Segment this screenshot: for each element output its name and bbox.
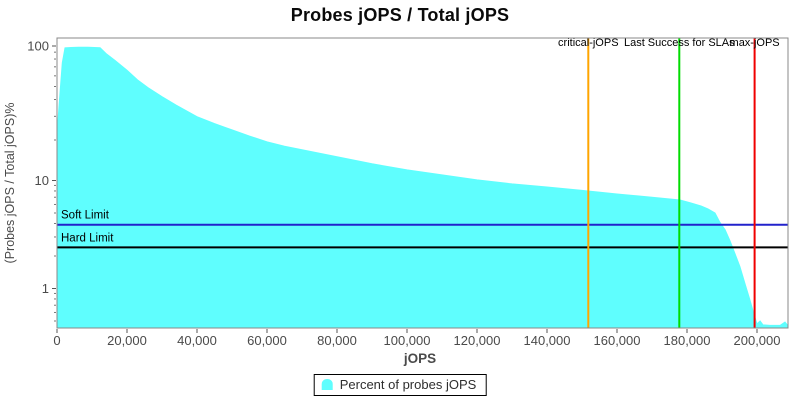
- legend-area-swatch-icon: [321, 379, 333, 390]
- x-axis-title: jOPS: [403, 351, 436, 366]
- x-tick-label: 0: [53, 333, 60, 348]
- chart-title: Probes jOPS / Total jOPS: [290, 5, 510, 25]
- y-tick-label: 100: [27, 39, 49, 54]
- hard-limit-label: Hard Limit: [61, 232, 114, 244]
- y-tick-label: 10: [35, 173, 49, 188]
- y-axis-title: (Probes jOPS / Total jOPS)%: [3, 103, 17, 264]
- max-jops-label: max-jOPS: [730, 37, 780, 49]
- y-tick-label: 1: [42, 281, 49, 296]
- x-tick-label: 200,000: [734, 333, 781, 348]
- x-tick-label: 100,000: [384, 333, 431, 348]
- soft-limit-label: Soft Limit: [61, 210, 110, 222]
- critical-jops-label: critical-jOPS: [558, 37, 619, 49]
- plot-border: [56, 37, 789, 329]
- x-tick-label: 140,000: [524, 333, 571, 348]
- last-success-for-slas-label: Last Success for SLAs: [624, 37, 735, 49]
- legend-box: Percent of probes jOPS: [313, 374, 487, 396]
- x-tick-label: 160,000: [594, 333, 641, 348]
- x-tick-label: 60,000: [247, 333, 287, 348]
- x-tick-label: 120,000: [454, 333, 501, 348]
- legend-label: Percent of probes jOPS: [339, 377, 477, 392]
- generated-chart-content: Soft Limit Hard Limit critical-jOPS Last Su…: [27, 37, 789, 348]
- x-tick-label: 20,000: [107, 333, 147, 348]
- x-tick-label: 40,000: [177, 333, 217, 348]
- x-tick-label: 80,000: [317, 333, 357, 348]
- x-tick-label: 180,000: [664, 333, 711, 348]
